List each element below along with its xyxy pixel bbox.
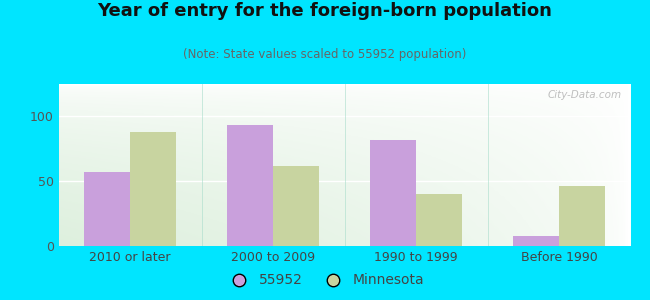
Legend: 55952, Minnesota: 55952, Minnesota (220, 268, 430, 293)
Text: (Note: State values scaled to 55952 population): (Note: State values scaled to 55952 popu… (183, 48, 467, 61)
Bar (273, 166, 318, 246)
Text: Year of entry for the foreign-born population: Year of entry for the foreign-born popul… (98, 2, 552, 20)
Text: City-Data.com: City-Data.com (548, 91, 622, 100)
Bar (514, 236, 559, 246)
Bar (370, 140, 416, 246)
Bar (227, 125, 273, 246)
Bar (130, 132, 176, 246)
Bar (84, 172, 130, 246)
Bar (559, 186, 604, 246)
Bar (416, 194, 462, 246)
